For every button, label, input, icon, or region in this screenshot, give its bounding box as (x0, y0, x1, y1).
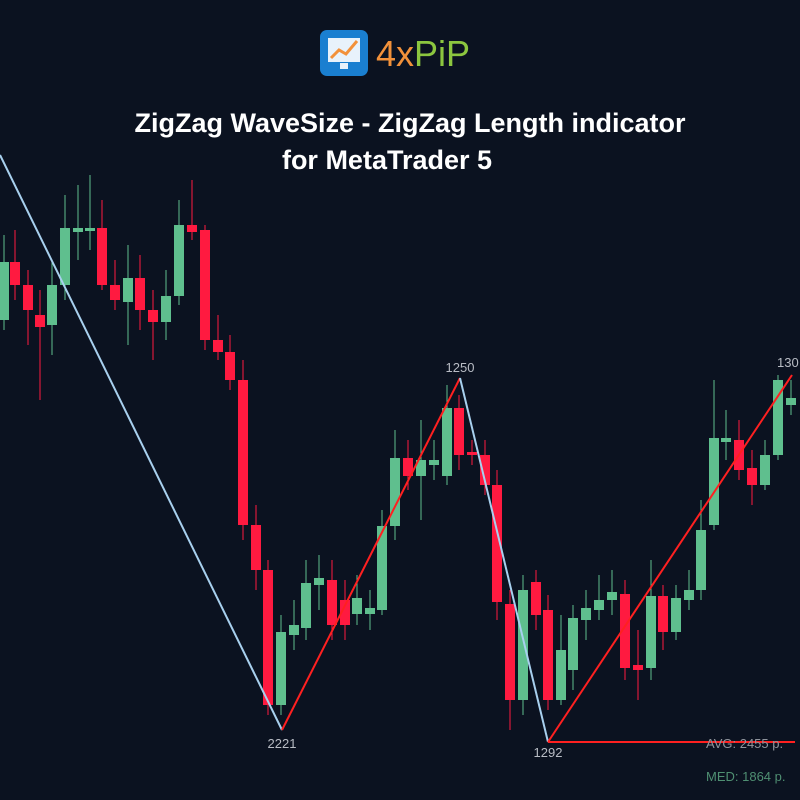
candle-body (135, 278, 145, 310)
wave-label: 2221 (268, 736, 297, 751)
candle-body (646, 596, 656, 668)
candle-body (684, 590, 694, 600)
logo-text: 4xPiP (376, 33, 470, 74)
candle-body (314, 578, 324, 585)
candle-body (377, 526, 387, 610)
candle-body (251, 525, 261, 570)
candle-body (505, 604, 515, 700)
candle-body (47, 285, 57, 325)
candle-body (365, 608, 375, 614)
candle-body (403, 458, 413, 476)
candle-body (289, 625, 299, 635)
candle-body (709, 438, 719, 525)
avg-stat: AVG: 2455 p. (706, 736, 783, 751)
candle-body (721, 438, 731, 442)
candle-body (213, 340, 223, 352)
logo-prefix: 4x (376, 33, 414, 74)
candle-body (531, 582, 541, 615)
candle-body (658, 596, 668, 632)
candle-body (85, 228, 95, 231)
zigzag-down (459, 377, 549, 743)
candle-body (620, 594, 630, 668)
candle-body (581, 608, 591, 620)
candle-body (786, 398, 796, 405)
candle-body (594, 600, 604, 610)
candle-body (518, 590, 528, 700)
candle-body (352, 598, 362, 614)
candle-body (301, 583, 311, 628)
candle-body (73, 228, 83, 232)
wave-label: 130 (777, 355, 799, 370)
candle-body (187, 225, 197, 232)
candle-body (390, 458, 400, 526)
candle-body (696, 530, 706, 590)
candle-body (492, 485, 502, 602)
title: for MetaTrader 5 (282, 145, 492, 175)
candle-body (110, 285, 120, 300)
candle-body (671, 598, 681, 632)
candle-body (340, 600, 350, 625)
candle-body (442, 408, 452, 476)
candle-body (276, 632, 286, 705)
candle-body (35, 315, 45, 327)
candle-body (263, 570, 273, 705)
med-stat: MED: 1864 p. (706, 769, 786, 784)
candle-body (568, 618, 578, 670)
candle-body (174, 225, 184, 296)
candle-body (480, 455, 490, 485)
candle-body (238, 380, 248, 525)
candle-body (760, 455, 770, 485)
candle-body (97, 228, 107, 285)
candle-body (429, 460, 439, 465)
candle-body (23, 285, 33, 310)
candle-body (0, 262, 9, 320)
candle-body (543, 610, 553, 700)
logo-stand (340, 63, 348, 69)
zigzag-up (547, 374, 793, 743)
candle-body (556, 650, 566, 700)
candle-body (773, 380, 783, 455)
candle-body (148, 310, 158, 322)
candles (0, 175, 796, 730)
wave-label: 1292 (534, 745, 563, 760)
title: ZigZag WaveSize - ZigZag Length indicato… (134, 108, 686, 138)
logo-suffix: PiP (414, 33, 470, 74)
candle-body (225, 352, 235, 380)
candle-body (161, 296, 171, 322)
candle-body (200, 230, 210, 340)
candle-body (607, 592, 617, 600)
zigzag-down (0, 154, 283, 731)
candle-body (747, 468, 757, 485)
logo-arrow (329, 40, 359, 60)
candle-body (633, 665, 643, 670)
zigzag-up (281, 377, 461, 731)
candle-body (10, 262, 20, 285)
candle-body (123, 278, 133, 302)
candle-body (60, 228, 70, 285)
candle-body (454, 408, 464, 455)
candle-body (327, 580, 337, 625)
candle-body (467, 452, 477, 455)
wave-label: 1250 (446, 360, 475, 375)
candle-body (416, 460, 426, 476)
